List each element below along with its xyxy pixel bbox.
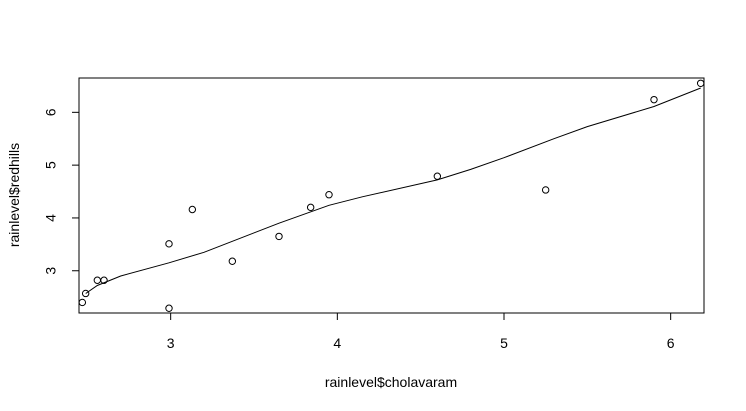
x-tick-label: 4 bbox=[333, 335, 341, 351]
y-tick-label: 3 bbox=[43, 267, 59, 275]
y-axis-title: rainlevel$redhills bbox=[6, 143, 22, 247]
smooth-trend-line bbox=[85, 87, 701, 294]
data-point bbox=[306, 203, 315, 212]
data-point bbox=[81, 289, 90, 298]
data-point bbox=[78, 298, 87, 307]
y-tick-label: 5 bbox=[43, 161, 59, 169]
plot-frame bbox=[78, 77, 705, 314]
data-point bbox=[100, 276, 108, 284]
x-tick-label: 6 bbox=[667, 335, 675, 351]
data-point bbox=[325, 191, 333, 199]
x-tick-label: 3 bbox=[167, 335, 175, 351]
data-point bbox=[188, 205, 197, 214]
y-tick-label: 6 bbox=[43, 108, 59, 116]
data-point bbox=[228, 257, 237, 265]
data-point bbox=[275, 232, 283, 241]
data-point bbox=[433, 172, 442, 180]
data-point bbox=[93, 276, 102, 284]
data-point bbox=[696, 79, 705, 87]
data-point bbox=[165, 240, 173, 248]
y-tick-label: 4 bbox=[43, 214, 59, 222]
data-point bbox=[165, 304, 173, 312]
x-axis: 3 4 5 6 bbox=[167, 312, 675, 351]
data-points bbox=[78, 79, 705, 312]
data-point bbox=[650, 95, 658, 104]
x-axis-title: rainlevel$cholavaram bbox=[325, 374, 457, 390]
y-axis: 3 4 5 6 bbox=[43, 108, 80, 275]
data-point bbox=[541, 186, 550, 194]
x-tick-label: 5 bbox=[500, 335, 508, 351]
